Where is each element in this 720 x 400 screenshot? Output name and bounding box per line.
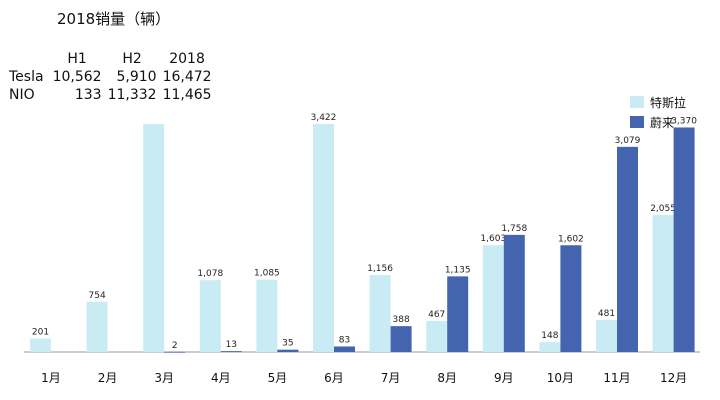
tesla-bar bbox=[256, 279, 278, 352]
summary-row-tesla: Tesla 10,562 5,910 16,472 bbox=[6, 68, 215, 86]
tesla-bar bbox=[652, 215, 674, 352]
nio-value-label: 3,079 bbox=[615, 136, 641, 146]
summary-table: H1 H2 2018 Tesla 10,562 5,910 16,472 NIO… bbox=[6, 50, 215, 104]
nio-value-label: 2 bbox=[172, 341, 178, 351]
summary-row-label: Tesla bbox=[9, 69, 44, 85]
nio-bar bbox=[560, 245, 582, 352]
tesla-bar bbox=[199, 280, 221, 352]
tesla-bar bbox=[369, 274, 391, 352]
nio-bar bbox=[503, 234, 525, 352]
tesla-bar bbox=[143, 124, 165, 352]
nio-value-label: 3,370 bbox=[671, 116, 697, 126]
nio-value-label: 35 bbox=[282, 339, 293, 349]
tesla-value-label: 201 bbox=[32, 328, 49, 338]
legend-label: 蔚来 bbox=[650, 116, 674, 130]
summary-row-nio: NIO 133 11,332 11,465 bbox=[6, 86, 215, 104]
nio-bar bbox=[673, 127, 695, 353]
category-label: 5月 bbox=[268, 371, 288, 385]
tesla-bar bbox=[313, 124, 334, 352]
tesla-bar bbox=[539, 342, 561, 352]
category-label: 11月 bbox=[603, 371, 630, 385]
tesla-value-label: 3,422 bbox=[311, 113, 337, 123]
summary-cell: 11,465 bbox=[162, 87, 212, 103]
nio-bar bbox=[390, 326, 412, 352]
category-label: 4月 bbox=[211, 371, 231, 385]
nio-value-label: 1,135 bbox=[445, 265, 471, 275]
nio-value-label: 1,602 bbox=[558, 234, 584, 244]
category-label: 10月 bbox=[547, 371, 574, 385]
nio-value-label: 13 bbox=[226, 340, 237, 350]
tesla-bar bbox=[596, 319, 617, 352]
legend-swatch bbox=[630, 116, 644, 128]
summary-column-header: 2018 bbox=[169, 51, 205, 67]
summary-column-header: H2 bbox=[122, 51, 142, 67]
summary-cell: 5,910 bbox=[116, 69, 157, 85]
category-label: 7月 bbox=[381, 371, 401, 385]
tesla-value-label: 1,156 bbox=[367, 264, 393, 274]
summary-cell: 16,472 bbox=[162, 69, 212, 85]
nio-value-label: 83 bbox=[339, 335, 350, 345]
summary-header-row: H1 H2 2018 bbox=[6, 50, 215, 68]
tesla-bar bbox=[426, 320, 448, 352]
nio-value-label: 388 bbox=[393, 315, 410, 325]
nio-bar bbox=[334, 346, 355, 352]
nio-bar bbox=[617, 146, 638, 352]
category-label: 8月 bbox=[437, 371, 457, 385]
tesla-value-label: 148 bbox=[541, 331, 558, 341]
legend-swatch bbox=[630, 96, 644, 108]
tesla-value-label: 754 bbox=[89, 291, 106, 301]
chart-title: 2018销量（辆） bbox=[57, 10, 171, 28]
category-label: 1月 bbox=[41, 371, 61, 385]
tesla-bar bbox=[30, 338, 51, 352]
tesla-value-label: 1,603 bbox=[480, 234, 506, 244]
tesla-value-label: 481 bbox=[598, 309, 615, 319]
nio-bar bbox=[277, 349, 299, 352]
tesla-value-label: 1,078 bbox=[197, 269, 223, 279]
category-label: 9月 bbox=[494, 371, 514, 385]
summary-cell: 133 bbox=[74, 87, 102, 103]
nio-bar bbox=[447, 276, 469, 352]
nio-bar bbox=[164, 351, 186, 353]
category-label: 2月 bbox=[98, 371, 118, 385]
summary-cell: 11,332 bbox=[107, 87, 157, 103]
tesla-value-label: 2,055 bbox=[650, 204, 676, 214]
category-label: 3月 bbox=[154, 371, 174, 385]
nio-value-label: 1,758 bbox=[501, 224, 527, 234]
category-label: 12月 bbox=[660, 371, 687, 385]
tesla-bar bbox=[86, 301, 108, 352]
tesla-bar bbox=[482, 245, 504, 352]
legend-label: 特斯拉 bbox=[650, 95, 686, 110]
summary-row-label: NIO bbox=[9, 87, 35, 103]
tesla-value-label: 467 bbox=[428, 310, 445, 320]
nio-bar bbox=[220, 351, 242, 352]
summary-column-header: H1 bbox=[67, 51, 87, 67]
tesla-value-label: 1,085 bbox=[254, 269, 280, 279]
category-label: 6月 bbox=[324, 371, 344, 385]
summary-cell: 10,562 bbox=[52, 69, 102, 85]
